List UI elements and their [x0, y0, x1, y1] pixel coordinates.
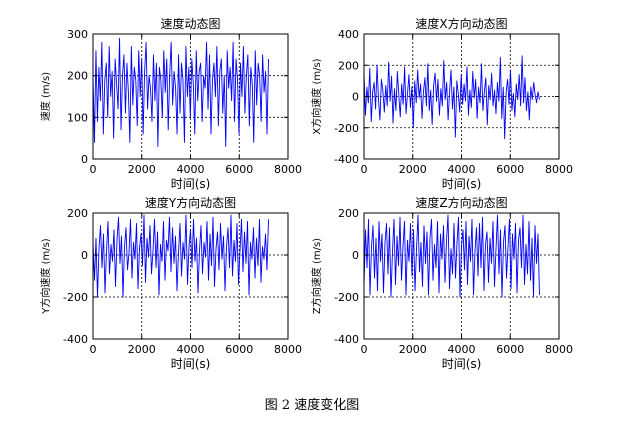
y-tick-label: 300: [67, 28, 88, 41]
x-axis-label: 时间(s): [171, 177, 211, 191]
chart-title: 速度X方向动态图: [415, 16, 507, 31]
x-tick-label: 8000: [545, 163, 573, 176]
y-tick-label: -200: [334, 122, 359, 135]
figure-caption: 图 2 速度变化图: [264, 398, 360, 413]
series-line: [363, 214, 540, 298]
x-tick-label: 4000: [448, 163, 476, 176]
x-tick-label: 2000: [399, 163, 427, 176]
series-line: [363, 55, 540, 140]
y-axis-label: Z方向速度 (m/s): [310, 238, 323, 314]
x-tick-label: 4000: [177, 163, 205, 176]
chart-title: 速度Y方向动态图: [145, 195, 236, 210]
y-tick-label: 200: [338, 207, 359, 220]
x-tick-label: 8000: [274, 163, 302, 176]
x-tick-label: 6000: [496, 343, 524, 356]
x-tick-label: 0: [90, 343, 97, 356]
x-tick-label: 2000: [128, 343, 156, 356]
y-axis-label: 速度 (m/s): [39, 72, 52, 121]
x-tick-label: 6000: [225, 163, 253, 176]
x-tick-label: 6000: [225, 343, 253, 356]
y-tick-label: -200: [334, 291, 359, 304]
x-axis-label: 时间(s): [442, 357, 482, 371]
y-tick-label: -400: [334, 153, 359, 166]
y-tick-label: 0: [81, 153, 88, 166]
x-tick-label: 8000: [545, 343, 573, 356]
x-axis-label: 时间(s): [442, 177, 482, 191]
y-tick-label: -400: [334, 333, 359, 346]
chart-2: 0 2000 4000 6000 8000 -400 -200 0 200 400 速度X方向动态图…: [310, 16, 573, 191]
x-tick-label: 8000: [274, 343, 302, 356]
x-tick-label: 4000: [448, 343, 476, 356]
y-tick-label: 400: [338, 28, 359, 41]
y-axis-label: X方向速度 (m/s): [310, 58, 323, 134]
y-tick-label: 200: [67, 207, 88, 220]
series-line: [92, 214, 269, 298]
chart-title: 速度动态图: [160, 16, 220, 31]
x-tick-label: 2000: [128, 163, 156, 176]
y-tick-label: 200: [338, 59, 359, 72]
series-line: [92, 37, 269, 147]
y-tick-label: 100: [67, 111, 88, 124]
x-axis-label: 时间(s): [171, 357, 211, 371]
y-tick-label: 0: [352, 249, 359, 262]
chart-4: 0 2000 4000 6000 8000 -400 -200 0 200 速度Z方向动态图时间(…: [310, 195, 573, 371]
x-tick-label: 2000: [399, 343, 427, 356]
y-tick-label: 0: [81, 249, 88, 262]
x-tick-label: 6000: [496, 163, 524, 176]
x-tick-label: 4000: [177, 343, 205, 356]
x-tick-label: 0: [361, 163, 368, 176]
x-tick-label: 0: [90, 163, 97, 176]
x-tick-label: 0: [361, 343, 368, 356]
y-tick-label: 200: [67, 70, 88, 83]
y-axis-label: Y方向速度 (m/s): [39, 238, 52, 315]
chart-3: 0 2000 4000 6000 8000 -400 -200 0 200 速度Y方向动态图时间(…: [39, 195, 302, 371]
y-tick-label: -200: [63, 291, 88, 304]
y-tick-label: -400: [63, 333, 88, 346]
chart-title: 速度Z方向动态图: [415, 195, 507, 210]
y-tick-label: 0: [352, 91, 359, 104]
